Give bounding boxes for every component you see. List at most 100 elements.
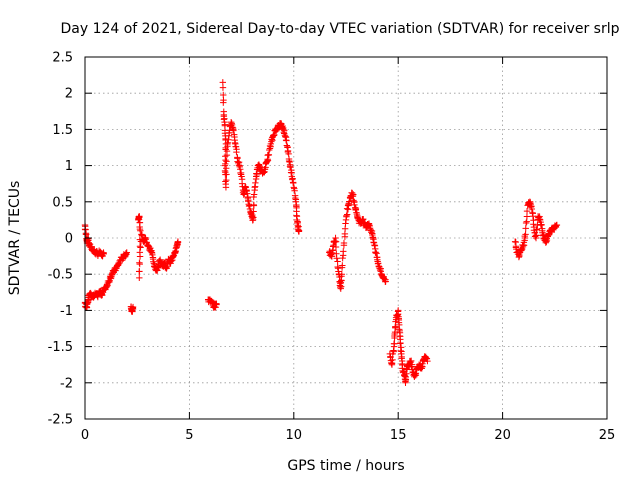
data-point: [250, 214, 257, 221]
data-point: [290, 179, 297, 187]
x-tick-label: 10: [286, 428, 303, 443]
data-point: [233, 148, 240, 156]
y-tick-label: 2: [65, 87, 73, 102]
y-tick-label: 0: [65, 232, 73, 247]
data-point: [518, 246, 525, 254]
data-point: [129, 305, 137, 313]
data-point: [222, 184, 230, 191]
data-point: [219, 84, 227, 91]
data-point: [411, 373, 418, 381]
data-point: [245, 202, 253, 210]
data-point: [291, 187, 298, 194]
data-point: [99, 291, 106, 299]
data-point: [389, 356, 396, 364]
data-point: [521, 234, 529, 242]
data-point: [224, 139, 231, 146]
data-point: [340, 239, 348, 247]
data-point: [223, 158, 230, 165]
data-series: [81, 79, 561, 386]
data-point: [225, 136, 232, 143]
y-tick-label: 1: [65, 159, 73, 174]
data-point: [340, 248, 347, 255]
data-point: [137, 244, 144, 251]
data-point: [408, 357, 415, 365]
data-point: [528, 205, 536, 213]
data-point: [103, 284, 110, 291]
data-point: [339, 262, 346, 269]
data-point: [338, 271, 346, 278]
data-point: [227, 118, 235, 126]
data-point: [334, 258, 341, 265]
data-point: [284, 147, 292, 155]
x-axis-label: GPS time / hours: [287, 458, 404, 474]
x-tick-label: 5: [185, 428, 193, 443]
data-point: [295, 227, 303, 234]
data-point: [522, 219, 530, 227]
data-point: [122, 250, 130, 257]
data-point: [351, 201, 358, 209]
data-point: [287, 164, 294, 171]
data-point: [142, 236, 149, 243]
x-tick-label: 25: [599, 428, 616, 443]
grid-lines: [85, 57, 607, 419]
data-point: [332, 234, 339, 242]
x-tick-label: 15: [390, 428, 407, 443]
data-point: [136, 274, 143, 282]
data-point: [136, 213, 143, 220]
data-point: [136, 253, 144, 260]
data-point: [533, 225, 541, 233]
y-axis-label: SDTVAR / TECUs: [7, 181, 23, 296]
y-tick-label: -1: [60, 304, 73, 319]
data-point: [522, 225, 529, 232]
data-point: [365, 221, 373, 228]
x-axis-ticks: 0 5 10 15 20 25: [81, 57, 615, 443]
data-point: [424, 357, 431, 365]
data-point: [220, 99, 227, 106]
y-tick-label: -2: [60, 376, 73, 391]
data-point: [402, 373, 410, 381]
y-tick-label: -2.5: [48, 413, 73, 428]
data-point: [174, 238, 182, 245]
data-point: [250, 191, 258, 198]
data-point: [223, 171, 230, 178]
data-point: [289, 175, 296, 182]
data-point: [553, 221, 561, 229]
data-point: [222, 146, 229, 153]
data-point: [213, 301, 220, 308]
data-point: [223, 176, 230, 184]
y-axis-ticks: -2.5 -2 -1.5 -1 -0.5 0 0.5 1 1.5 2 2.5: [48, 51, 607, 428]
data-point: [136, 260, 143, 268]
y-tick-label: 0.5: [52, 195, 73, 210]
x-tick-label: 0: [81, 428, 89, 443]
data-point: [343, 205, 351, 212]
data-point: [136, 243, 144, 250]
data-point: [100, 250, 107, 258]
data-point: [253, 171, 261, 179]
data-point: [343, 212, 350, 219]
data-point: [137, 227, 144, 234]
data-point: [263, 158, 270, 166]
data-point: [380, 275, 388, 282]
data-point: [382, 278, 389, 285]
data-point: [531, 233, 539, 240]
data-point: [419, 360, 426, 367]
y-tick-label: 1.5: [52, 123, 73, 138]
chart-title: Day 124 of 2021, Sidereal Day-to-day VTE…: [60, 21, 619, 37]
data-point: [242, 184, 249, 191]
y-tick-label: -0.5: [48, 268, 73, 283]
data-point: [123, 249, 130, 256]
data-point: [292, 194, 299, 202]
data-point: [129, 308, 136, 315]
data-point: [391, 340, 398, 347]
data-point: [223, 165, 230, 172]
data-point: [530, 221, 537, 228]
data-point: [523, 207, 531, 215]
data-point: [352, 205, 360, 213]
data-point: [332, 243, 340, 251]
data-point: [343, 211, 351, 218]
data-point: [376, 266, 384, 274]
data-point: [282, 133, 289, 140]
data-point: [538, 221, 545, 229]
data-point: [150, 258, 157, 265]
